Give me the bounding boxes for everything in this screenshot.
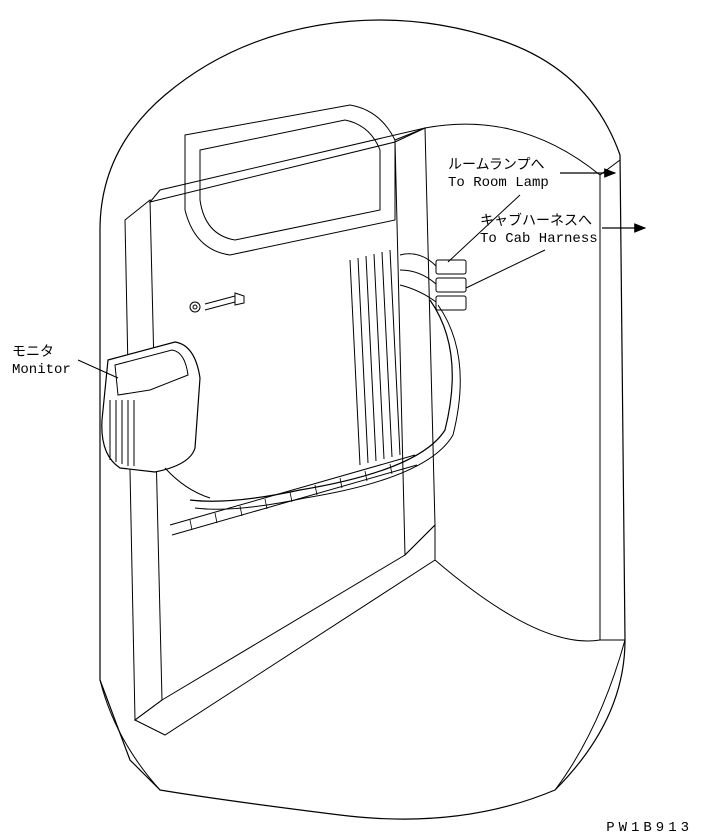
rear-lower-edge [435,560,600,641]
cab-harness-label: キャブハーネスへ To Cab Harness [480,214,598,248]
monitor-label-jp: モニタ [12,345,71,362]
floor-rail-1 [170,455,415,525]
floor-rail-2 [172,465,417,535]
monitor-label: モニタ Monitor [12,345,71,379]
room-lamp-label-jp: ルームランプへ [448,158,549,175]
lower-front-curve [100,680,160,790]
drawing-id: PW1B913 [606,820,693,836]
monitor-cable [165,468,210,498]
floor-rail-ticks [190,464,392,530]
room-lamp-label: ルームランプへ To Room Lamp [448,158,549,192]
cab-harness-label-jp: キャブハーネスへ [480,214,598,231]
harness-bundle [350,250,400,465]
harness-connectors [400,254,466,310]
diagram-canvas: モニタ Monitor ルームランプへ To Room Lamp キャブハーネス… [0,0,701,840]
roof-window-inner [200,120,380,240]
monitor-body [102,342,200,472]
monitor-label-en: Monitor [12,362,71,379]
harness-floor-routing-2 [195,305,460,509]
harness-floor-routing [190,300,452,501]
cab-harness-leader [466,250,545,288]
front-header [150,128,425,202]
front-pillar-right [395,128,435,555]
cab-harness-label-en: To Cab Harness [480,231,598,248]
room-lamp-label-en: To Room Lamp [448,175,549,192]
cab-diagram-svg [0,0,701,840]
bolt-icon [190,293,244,312]
lower-rear-curve [555,640,625,790]
front-sill [135,525,435,735]
